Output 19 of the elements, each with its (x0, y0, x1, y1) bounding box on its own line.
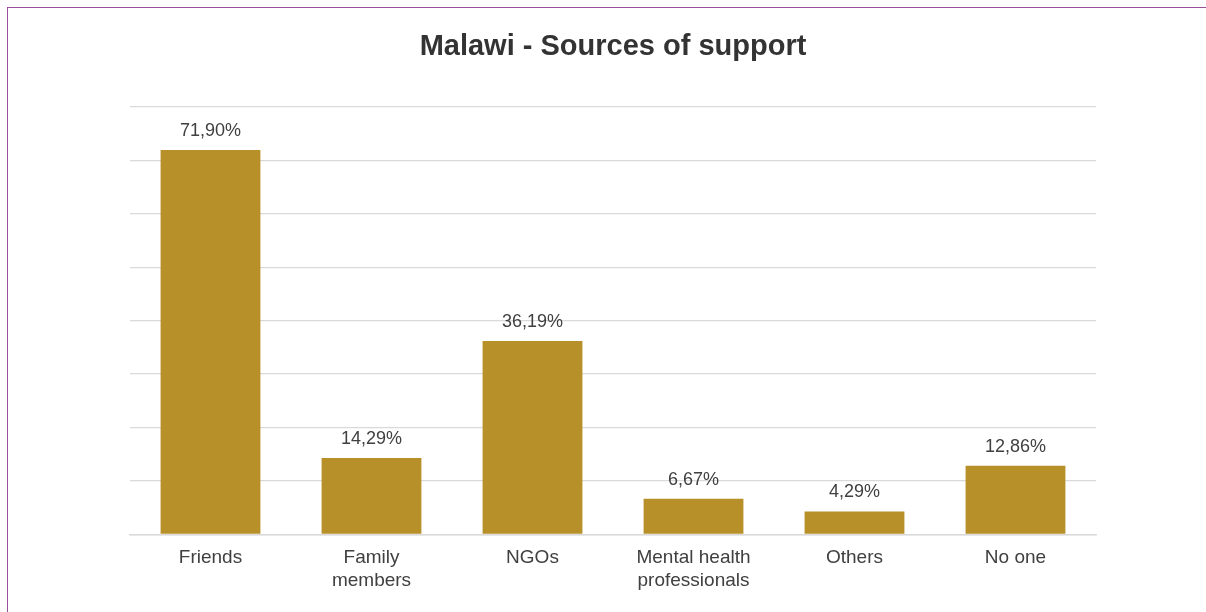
bar (160, 150, 261, 534)
chart-title: Malawi - Sources of support (419, 29, 807, 62)
data-label: 36,19% (501, 310, 564, 331)
data-label: 12,86% (984, 435, 1047, 456)
data-label: 14,29% (340, 427, 403, 448)
x-tick-label: No one (984, 546, 1047, 568)
bar (965, 465, 1066, 534)
data-label: 6,67% (667, 468, 720, 489)
data-label: 4,29% (828, 481, 881, 502)
bar (643, 498, 744, 534)
bar (321, 458, 422, 534)
x-tick-label: Family members (331, 546, 412, 590)
x-tick-label: Others (825, 546, 884, 568)
x-tick-label: NGOs (506, 546, 559, 568)
data-label: 71,90% (179, 120, 242, 141)
x-tick-label: Mental health professionals (636, 546, 751, 590)
bar (482, 340, 583, 534)
x-tick-label: Friends (178, 546, 243, 568)
bar (804, 511, 905, 534)
